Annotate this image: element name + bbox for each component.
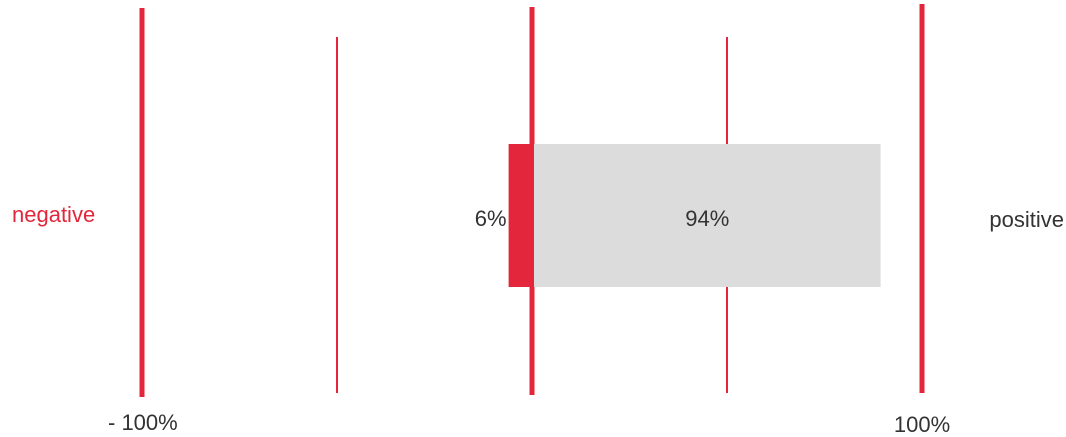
bar-label-positive: 94% xyxy=(685,206,729,231)
negative-category-label: negative xyxy=(12,202,95,227)
positive-category-label: positive xyxy=(989,207,1064,232)
bar-negative xyxy=(508,144,534,287)
bars: 6% 94% xyxy=(475,144,881,287)
bar-label-negative: 6% xyxy=(475,206,507,231)
labels: negative positive - 100% 100% xyxy=(12,202,1064,437)
tick-label-min: - 100% xyxy=(108,410,178,435)
tick-label-max: 100% xyxy=(894,412,950,437)
bar-positive xyxy=(534,144,881,287)
